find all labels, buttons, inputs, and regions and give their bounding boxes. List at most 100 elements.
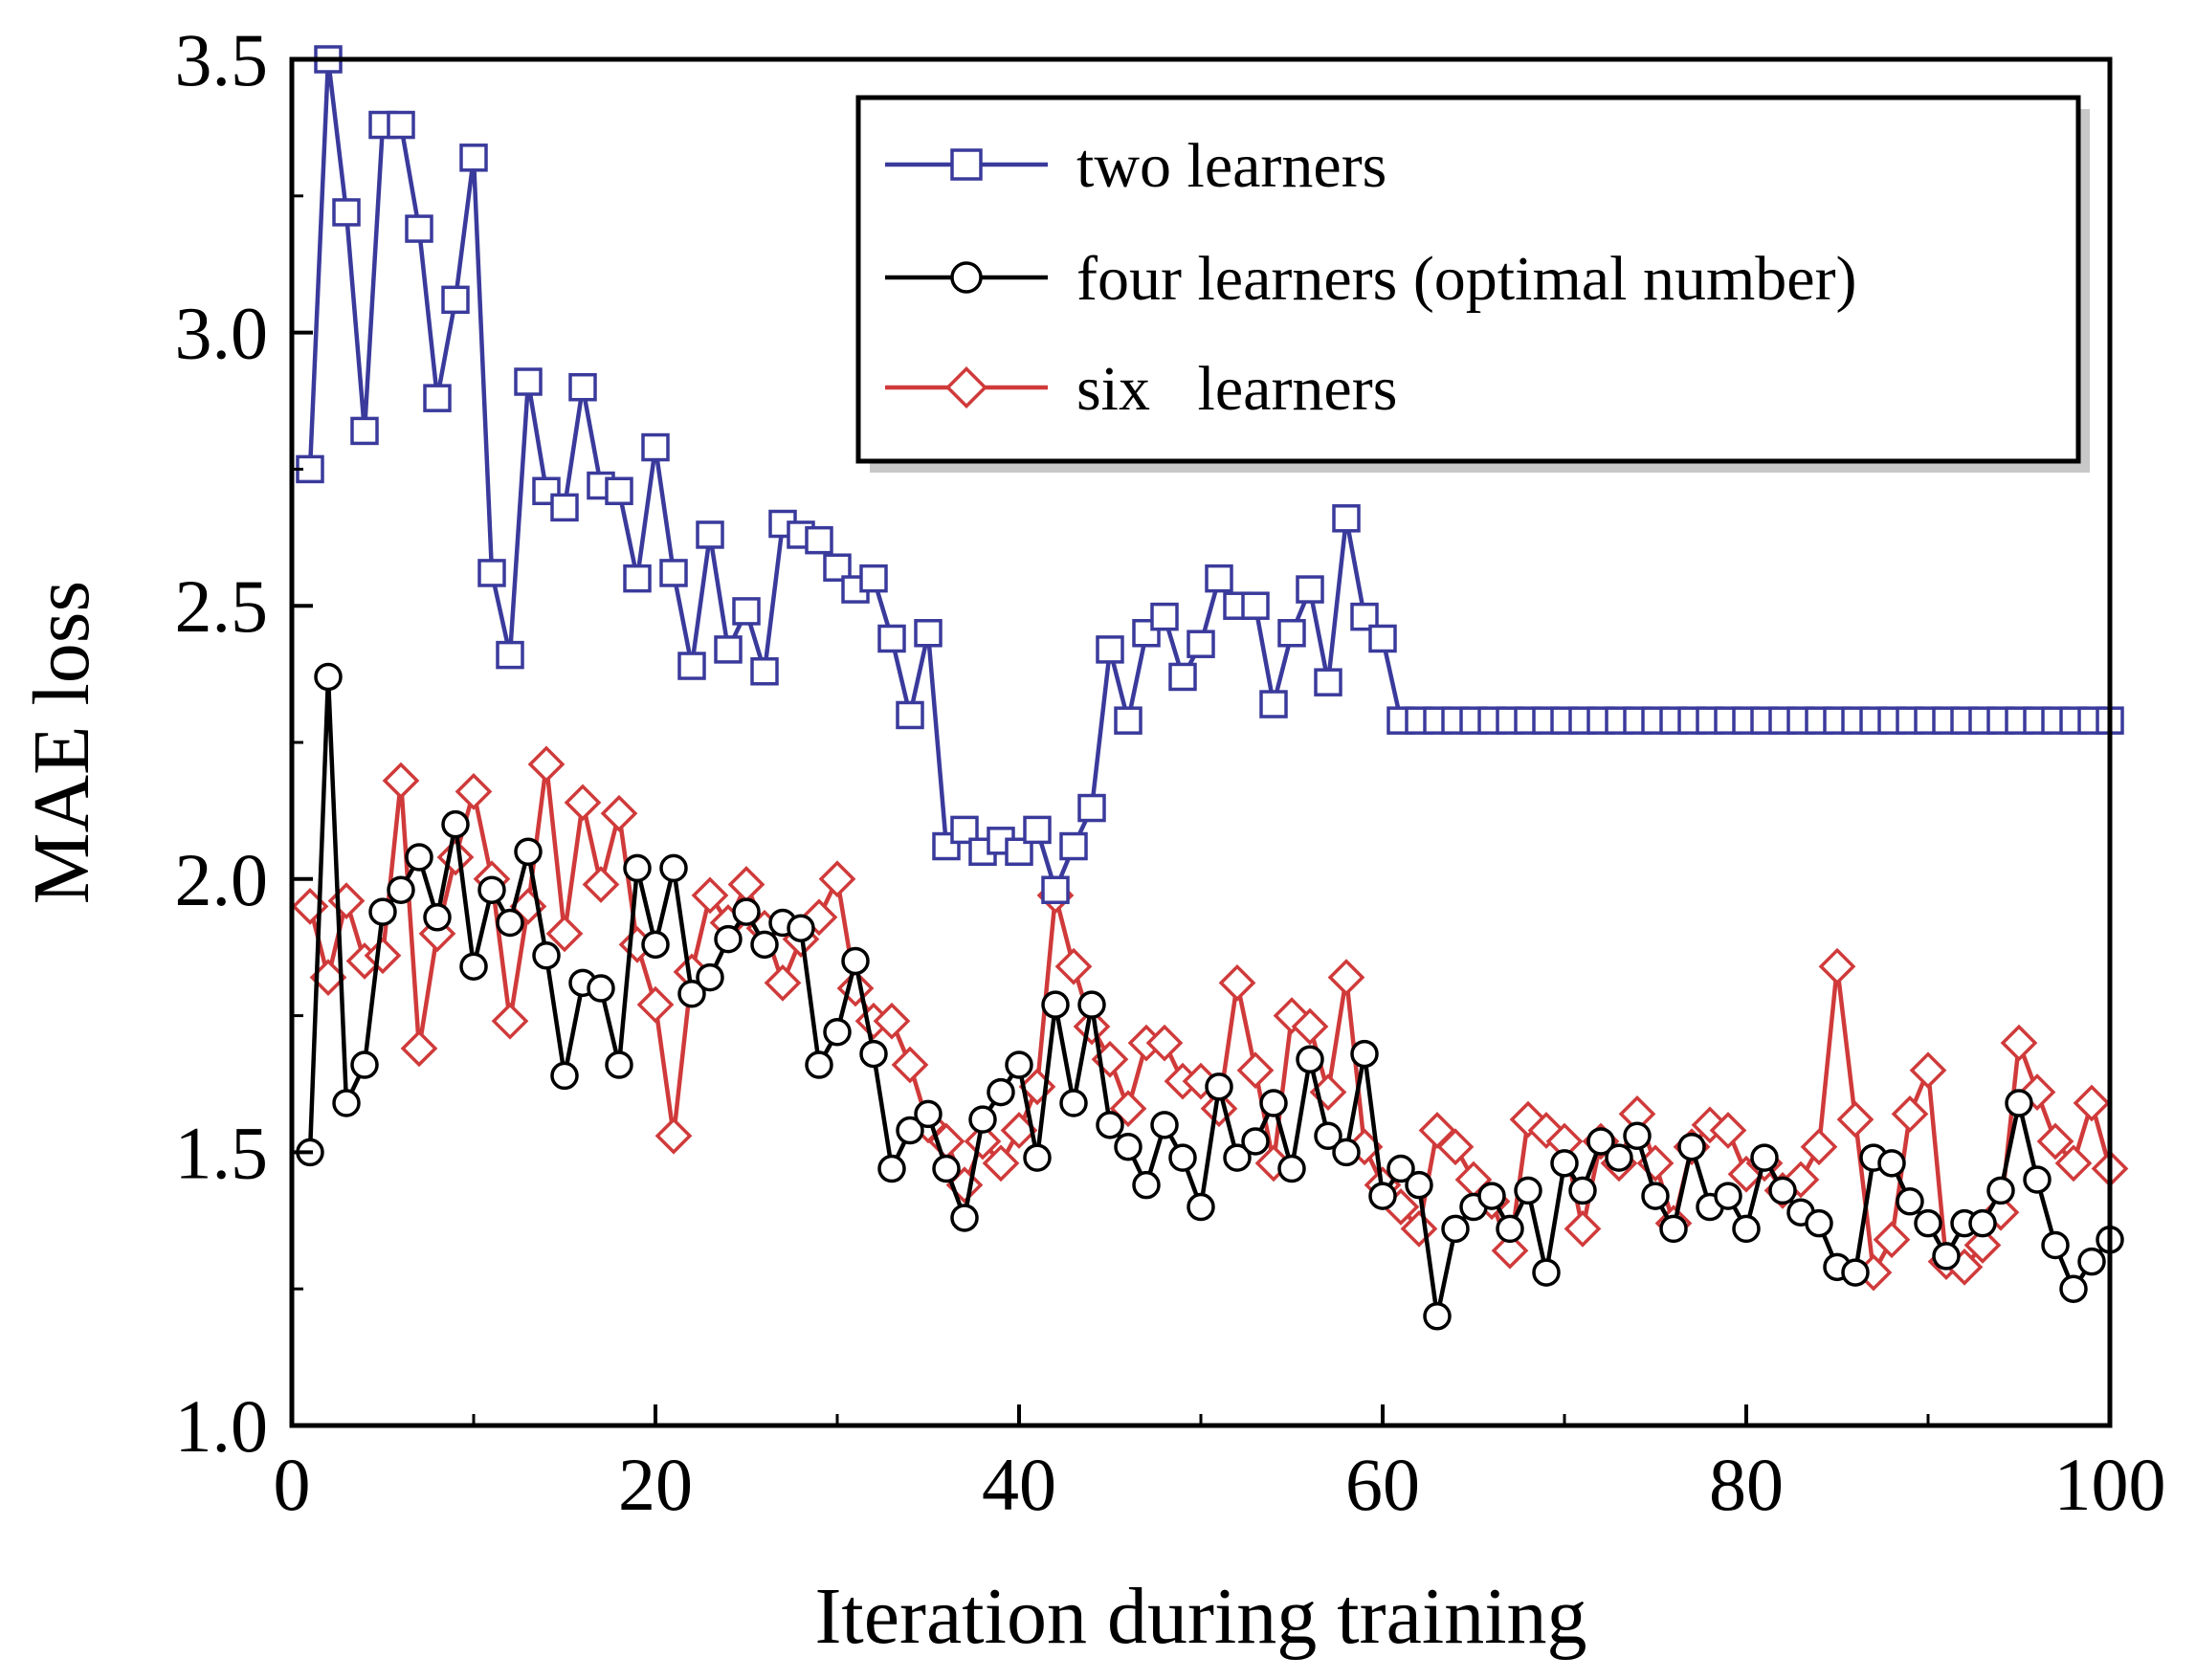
data-point-four-learners (1023, 1143, 1052, 1172)
data-point-four-learners (696, 962, 724, 992)
data-point-four-learners (623, 853, 652, 883)
data-point-four-learners (350, 1050, 379, 1079)
data-point-two-learners (1023, 815, 1052, 845)
data-point-six-learners (1963, 1227, 2002, 1264)
data-point-four-learners (1641, 1182, 1670, 1210)
data-point-four-learners (659, 853, 688, 883)
data-point-four-learners (1896, 1187, 1924, 1216)
x-tick-label: 80 (1709, 1443, 1784, 1526)
data-point-four-learners (968, 1105, 997, 1134)
data-point-six-learners (1436, 1128, 1475, 1166)
data-point-four-learners (368, 897, 397, 926)
x-tick-label: 0 (274, 1443, 311, 1526)
data-point-four-learners (1296, 1045, 1324, 1074)
data-point-two-learners (387, 110, 415, 140)
data-point-six-learners (1145, 1024, 1184, 1062)
data-point-four-learners (1168, 1143, 1197, 1172)
data-point-six-learners (400, 1029, 438, 1068)
data-point-six-learners (600, 794, 638, 832)
data-point-four-learners (1623, 1121, 1652, 1151)
data-point-two-learners (1259, 690, 1288, 718)
data-point-four-learners (1096, 1111, 1124, 1139)
legend-marker-six-learners (945, 366, 987, 409)
data-point-six-learners (1054, 947, 1093, 985)
data-point-four-learners (1605, 1143, 1633, 1172)
data-point-six-learners (382, 762, 420, 800)
data-point-six-learners (1836, 1100, 1874, 1138)
data-point-four-learners (1477, 1182, 1506, 1210)
data-point-six-learners (1291, 1007, 1329, 1046)
series-two-learners (296, 45, 2124, 904)
data-point-four-learners (732, 897, 761, 926)
y-tick-label: 1.0 (175, 1384, 269, 1468)
data-point-four-learners (2059, 1274, 2088, 1303)
data-point-four-learners (1077, 990, 1106, 1019)
data-point-four-learners (1259, 1089, 1288, 1117)
data-point-four-learners (1187, 1192, 1215, 1222)
data-point-four-learners (1768, 1176, 1797, 1205)
data-point-six-learners (691, 876, 729, 915)
data-point-four-learners (932, 1154, 961, 1183)
data-point-six-learners (818, 860, 856, 898)
data-point-four-learners (1532, 1258, 1561, 1287)
data-point-two-learners (714, 635, 743, 664)
data-point-two-learners (1187, 630, 1215, 658)
data-point-two-learners (568, 372, 597, 402)
data-point-six-learners (491, 1002, 529, 1040)
data-point-two-learners (1168, 662, 1197, 692)
data-point-four-learners (1986, 1176, 2015, 1205)
data-point-two-learners (877, 624, 906, 653)
data-point-six-learners (545, 915, 584, 953)
data-point-four-learners (1223, 1143, 1252, 1172)
data-point-four-learners (1550, 1149, 1579, 1178)
data-point-two-learners (605, 476, 633, 505)
data-point-four-learners (1968, 1208, 1997, 1238)
data-point-four-learners (950, 1204, 979, 1232)
data-point-two-learners (914, 619, 943, 648)
data-point-four-learners (1386, 1154, 1415, 1183)
x-tick-label: 100 (2054, 1443, 2166, 1526)
data-point-four-learners (1132, 1170, 1161, 1200)
y-tick-label: 3.5 (175, 18, 269, 101)
data-point-four-learners (496, 908, 524, 938)
data-point-six-learners (891, 1046, 929, 1084)
data-point-four-learners (1914, 1208, 1942, 1238)
data-point-six-learners (1818, 947, 1856, 985)
data-point-six-learners (1491, 1231, 1529, 1270)
data-point-four-learners (587, 974, 615, 1003)
data-point-six-learners (1327, 959, 1365, 996)
data-point-two-learners (932, 831, 961, 861)
data-point-four-learners (1041, 990, 1070, 1019)
data-point-four-learners (805, 1050, 833, 1079)
data-point-six-learners (654, 1116, 693, 1155)
x-tick-label: 40 (982, 1443, 1056, 1526)
data-point-four-learners (332, 1089, 361, 1117)
data-point-two-learners (1059, 831, 1088, 861)
data-point-four-learners (550, 1061, 579, 1091)
data-point-two-learners (896, 700, 924, 730)
data-point-two-learners (1296, 575, 1324, 604)
data-point-four-learners (2077, 1247, 2106, 1276)
data-point-four-learners (859, 1039, 888, 1069)
data-point-six-learners (2000, 1024, 2038, 1062)
data-point-two-learners (350, 416, 379, 446)
data-point-six-learners (964, 1122, 1002, 1161)
data-point-four-learners (514, 837, 543, 866)
data-point-two-learners (477, 559, 506, 587)
data-point-four-learners (1350, 1039, 1379, 1069)
data-point-two-learners (1077, 793, 1106, 823)
data-point-six-learners (527, 745, 566, 784)
y-tick-label: 2.5 (175, 564, 269, 648)
data-point-four-learners (441, 809, 470, 839)
data-point-four-learners (405, 843, 433, 872)
legend: two learners four learners (optimal numbe… (855, 95, 2090, 473)
data-point-four-learners (1586, 1127, 1615, 1156)
data-point-four-learners (387, 875, 415, 904)
data-point-two-learners (659, 559, 688, 587)
legend-marker-two-learners (950, 148, 983, 181)
data-point-four-learners (1659, 1214, 1688, 1244)
data-point-two-learners (405, 214, 433, 243)
data-point-two-learners (696, 520, 724, 549)
data-point-two-learners (332, 198, 361, 227)
